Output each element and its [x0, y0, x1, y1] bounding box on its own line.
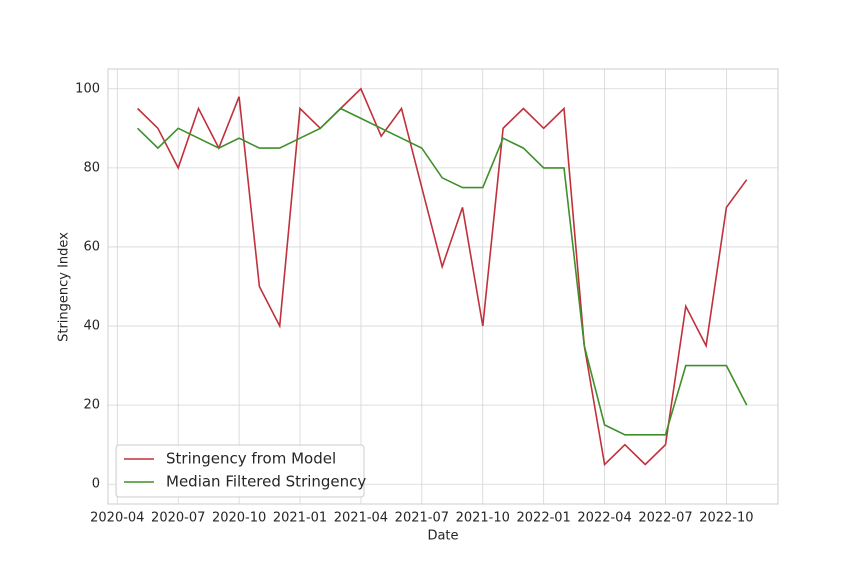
x-tick-label: 2022-10 [699, 511, 753, 526]
y-axis-label: Stringency Index [57, 232, 72, 342]
legend-box [115, 444, 365, 498]
y-tick-label: 0 [92, 477, 100, 492]
x-axis-label: Date [427, 529, 458, 544]
y-tick-label: 60 [83, 239, 100, 254]
x-tick-label: 2020-10 [212, 511, 266, 526]
x-tick-label: 2022-01 [517, 511, 571, 526]
y-tick-label: 40 [83, 319, 100, 334]
x-tick-label: 2021-04 [334, 511, 388, 526]
x-tick-label: 2020-07 [151, 511, 205, 526]
y-tick-label: 80 [83, 160, 100, 175]
x-tick-label: 2021-01 [273, 511, 327, 526]
data-line [137, 107, 748, 436]
x-tick-label: 2020-04 [90, 511, 144, 526]
grid [108, 69, 778, 504]
legend-label: Median Filtered Stringency [166, 473, 366, 491]
x-tick-label: 2022-07 [638, 511, 692, 526]
data-line [137, 87, 748, 467]
x-tick-label: 2021-10 [456, 511, 510, 526]
x-tick-label: 2021-07 [395, 511, 449, 526]
x-tick-label: 2022-04 [577, 511, 631, 526]
y-tick-label: 20 [83, 398, 100, 413]
legend-label: Stringency from Model [166, 450, 336, 468]
plot-area [107, 68, 779, 505]
y-tick-label: 100 [75, 81, 100, 96]
